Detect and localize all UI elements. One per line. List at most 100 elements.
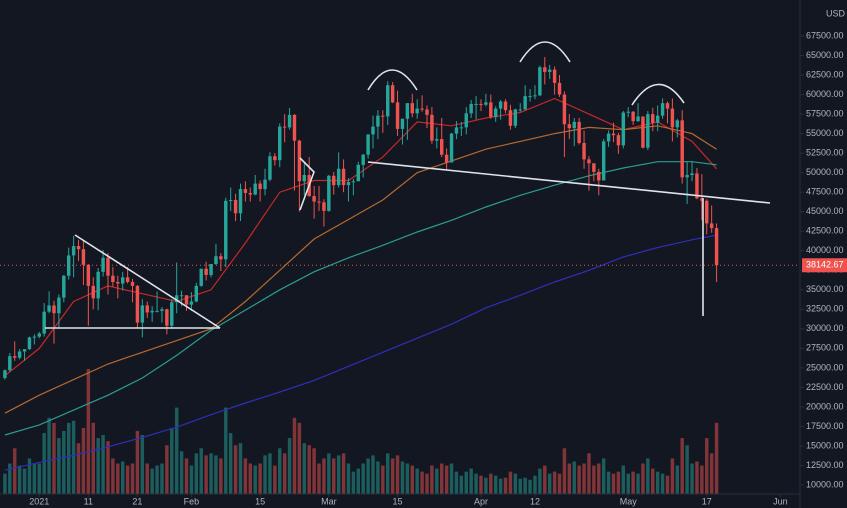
volume-bar [27, 458, 32, 494]
candle-body [395, 102, 400, 129]
volume-bar [449, 463, 454, 494]
volume-bar [611, 473, 616, 494]
volume-bar [282, 453, 287, 494]
volume-bar [508, 471, 513, 494]
last-price-box [802, 258, 847, 273]
candle-body [243, 189, 248, 193]
volume-bar [680, 438, 684, 494]
volume-bar [145, 463, 149, 494]
candle-body [597, 171, 601, 181]
volume-bar [47, 417, 51, 494]
candle-body [503, 101, 508, 111]
y-tick-label: 15000.00 [806, 440, 844, 450]
candle-body [214, 256, 218, 265]
x-tick-label: 11 [84, 496, 93, 506]
y-tick-label: 65000.00 [806, 50, 844, 60]
volume-bar [302, 443, 307, 494]
candle-body [420, 108, 424, 110]
last-price-label: 38142.67 [806, 260, 844, 270]
volume-bar [322, 458, 326, 494]
candle-body [155, 310, 159, 312]
volume-bar [371, 455, 375, 494]
candle-body [469, 103, 473, 114]
volume-bar [587, 453, 591, 494]
y-tick-label: 27500.00 [806, 343, 844, 353]
volume-bar [135, 430, 140, 494]
candle-body [587, 159, 591, 164]
volume-bar [204, 455, 208, 494]
volume-bar [253, 465, 257, 494]
candle-body [17, 351, 22, 358]
y-tick-label: 62500.00 [806, 69, 844, 79]
candle-body [572, 121, 576, 129]
volume-bar [435, 468, 439, 494]
volume-bar [469, 468, 473, 494]
candle-body [641, 116, 645, 148]
candle-body [317, 201, 321, 203]
candle-body [106, 257, 110, 276]
candle-body [47, 305, 51, 312]
triangle-top [74, 234, 221, 329]
candle-body [189, 301, 194, 305]
volume-bar [312, 448, 316, 494]
candle-body [582, 142, 586, 160]
candle-body [165, 309, 169, 326]
candle-body [562, 94, 567, 125]
volume-bar [400, 461, 405, 494]
candle-body [120, 277, 125, 284]
candle-body [547, 69, 552, 72]
candle-body [140, 305, 145, 323]
volume-bar [307, 445, 311, 494]
candle-body [282, 126, 287, 128]
volume-bar [361, 463, 365, 494]
price-axis [800, 0, 847, 508]
candle-body [170, 302, 174, 326]
volume-bar [381, 465, 385, 494]
volume-bar [444, 465, 449, 494]
candle-body [665, 103, 670, 109]
candle-body [700, 198, 704, 201]
candle-body [8, 356, 12, 371]
volume-bar [557, 473, 562, 494]
x-tick-label: Mar [321, 496, 337, 506]
volume-bar [562, 448, 567, 494]
plot-area [0, 57, 800, 494]
volume-bar [57, 438, 61, 494]
volume-bar [66, 422, 71, 494]
candle-body [675, 120, 680, 128]
candle-body [513, 109, 518, 126]
y-tick-label: 57500.00 [806, 108, 844, 118]
candle-body [3, 370, 7, 379]
candle-body [660, 103, 665, 116]
volume-bar [194, 453, 199, 494]
candle-body [567, 124, 572, 129]
volume-bar [690, 463, 694, 494]
volume-bar [538, 468, 542, 494]
volume-bar [523, 477, 527, 494]
volume-bar [386, 453, 390, 494]
volume-bar [346, 463, 351, 494]
volume-bar [552, 471, 557, 494]
volume-bar [155, 465, 159, 494]
candle-body [425, 109, 429, 115]
candle-body [695, 173, 699, 199]
candle-body [91, 285, 95, 299]
volume-bar [86, 369, 91, 494]
y-tick-label: 25000.00 [806, 362, 844, 372]
axis-currency: USD [826, 8, 846, 18]
volume-bar [42, 433, 46, 494]
volume-bar [714, 422, 719, 494]
candle-body [258, 183, 262, 190]
volume-bar [464, 471, 468, 494]
candle-body [268, 156, 272, 180]
drawings [45, 41, 771, 329]
volume-bar [199, 448, 203, 494]
volume-bar [278, 448, 282, 494]
candle-body [130, 281, 135, 286]
candle-body [601, 141, 606, 181]
candle-body [27, 337, 32, 350]
candle-body [341, 168, 346, 186]
volume-bar [518, 478, 522, 494]
